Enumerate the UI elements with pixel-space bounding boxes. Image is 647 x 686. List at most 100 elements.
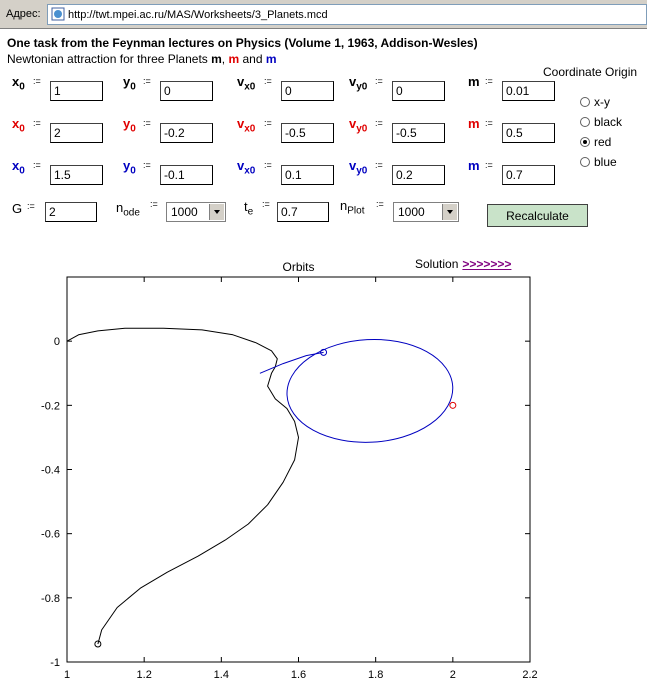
label-subscript: y0 — [356, 81, 368, 93]
page-title: One task from the Feynman lectures on Ph… — [7, 36, 478, 50]
planet-0-x0-input[interactable] — [50, 81, 103, 101]
subtitle-text: Newtonian attraction for three Planets — [7, 52, 208, 66]
label-symbol: v — [349, 116, 357, 131]
recalculate-button[interactable]: Recalculate — [487, 204, 588, 227]
planet-2-m-input[interactable] — [502, 165, 555, 185]
orbits-chart: Orbits 1 1.2 1.4 1.6 1.8 2 2.2 0 -0.2 -0.4 -0.6 -0.8… — [41, 260, 538, 681]
planet-2-vx0-label: vx0 — [237, 158, 255, 177]
label-subscript: x0 — [244, 81, 256, 93]
planet-1-vx0-input[interactable] — [281, 123, 334, 143]
radio-dot-icon[interactable] — [580, 157, 590, 167]
black-orbit-line — [66, 327, 299, 645]
label-symbol: v — [237, 158, 245, 173]
node-assign: := — [150, 199, 158, 209]
assign-symbol: := — [143, 76, 151, 86]
node-n: n — [116, 200, 124, 215]
assign-symbol: := — [264, 160, 272, 170]
y-tick-label: 0 — [54, 336, 60, 348]
g-symbol: G — [12, 201, 23, 216]
label-symbol: m — [468, 158, 480, 173]
label-symbol: y — [123, 158, 131, 173]
planet-0-y0-input[interactable] — [160, 81, 213, 101]
label-symbol: v — [237, 116, 245, 131]
label-symbol: v — [237, 74, 245, 89]
url-field[interactable]: http://twt.mpei.ac.ru/MAS/Worksheets/3_P… — [47, 4, 647, 25]
label-symbol: m — [468, 74, 480, 89]
label-subscript: x0 — [244, 123, 256, 135]
radio-dot-icon[interactable] — [580, 117, 590, 127]
y-tick-label: -0.6 — [41, 529, 60, 541]
radio-dot-icon[interactable] — [580, 97, 590, 107]
solution-label: Solution — [415, 257, 459, 271]
radio-dot-icon[interactable] — [580, 137, 590, 147]
origin-title: Coordinate Origin — [543, 65, 638, 79]
label-symbol: m — [468, 116, 480, 131]
nplot-sub: Plot — [347, 205, 365, 217]
solution-link[interactable]: >>>>>>> — [462, 257, 512, 271]
label-subscript: 0 — [130, 165, 136, 177]
assign-symbol: := — [485, 160, 493, 170]
label-subscript: 0 — [19, 165, 25, 177]
nplot-label: nPlot — [340, 198, 364, 217]
nplot-assign: := — [376, 199, 384, 209]
assign-symbol: := — [264, 118, 272, 128]
planet-0-vx0-label: vx0 — [237, 74, 255, 93]
planet-0-vy0-input[interactable] — [392, 81, 445, 101]
planet-0-vx0-input[interactable] — [281, 81, 334, 101]
planet-1-x0-input[interactable] — [50, 123, 103, 143]
planet-2-y0-label: y0 — [123, 158, 136, 177]
label-subscript: 0 — [130, 81, 136, 93]
planet-0-vy0-label: vy0 — [349, 74, 367, 93]
label-subscript: 0 — [19, 81, 25, 93]
planet-0-m-label: m — [468, 74, 480, 89]
chevron-down-icon[interactable] — [209, 204, 224, 220]
y-tick-label: -0.2 — [41, 400, 60, 412]
label-subscript: y0 — [356, 123, 368, 135]
x-tick-label: 2 — [450, 669, 456, 681]
origin-radio-red[interactable]: red — [580, 135, 611, 149]
node-sub: ode — [123, 207, 140, 219]
g-input[interactable] — [45, 202, 97, 222]
subtitle-m-blue: m — [265, 52, 277, 66]
subtitle-m-black: m — [211, 52, 222, 66]
planet-0-y0-label: y0 — [123, 74, 136, 93]
label-symbol: x — [12, 116, 20, 131]
chart-title: Orbits — [282, 260, 314, 274]
page-icon — [51, 7, 65, 21]
planet-2-vy0-input[interactable] — [392, 165, 445, 185]
label-subscript: 0 — [19, 123, 25, 135]
te-assign: := — [262, 199, 270, 209]
planet-1-m-input[interactable] — [502, 123, 555, 143]
planet-0-m-input[interactable] — [502, 81, 555, 101]
planet-1-y0-input[interactable] — [160, 123, 213, 143]
x-tick-label: 1.6 — [291, 669, 306, 681]
x-tick-label: 2.2 — [522, 669, 537, 681]
planet-2-vx0-input[interactable] — [281, 165, 334, 185]
origin-radio-x-y[interactable]: x-y — [580, 95, 610, 109]
node-label: node — [116, 200, 140, 219]
origin-radio-black[interactable]: black — [580, 115, 622, 129]
planet-2-vy0-label: vy0 — [349, 158, 367, 177]
assign-symbol: := — [143, 160, 151, 170]
origin-radio-blue[interactable]: blue — [580, 155, 617, 169]
node-select[interactable]: 1000 — [166, 202, 226, 222]
label-symbol: x — [12, 74, 20, 89]
planet-2-x0-input[interactable] — [50, 165, 103, 185]
label-symbol: y — [123, 74, 131, 89]
y-tick-label: -1 — [50, 657, 60, 669]
assign-symbol: := — [485, 118, 493, 128]
y-tick-label: -0.4 — [41, 465, 60, 477]
g-assign: := — [27, 201, 35, 211]
nplot-select[interactable]: 1000 — [393, 202, 459, 222]
planet-marker — [94, 640, 102, 648]
planet-2-y0-input[interactable] — [160, 165, 213, 185]
chevron-down-icon[interactable] — [442, 204, 457, 220]
planet-1-vy0-input[interactable] — [392, 123, 445, 143]
label-symbol: y — [123, 116, 131, 131]
label-symbol: v — [349, 158, 357, 173]
assign-symbol: := — [143, 118, 151, 128]
te-input[interactable] — [277, 202, 329, 222]
address-label: Адрес: — [6, 8, 41, 20]
x-tick-label: 1.4 — [214, 669, 229, 681]
assign-symbol: := — [33, 76, 41, 86]
